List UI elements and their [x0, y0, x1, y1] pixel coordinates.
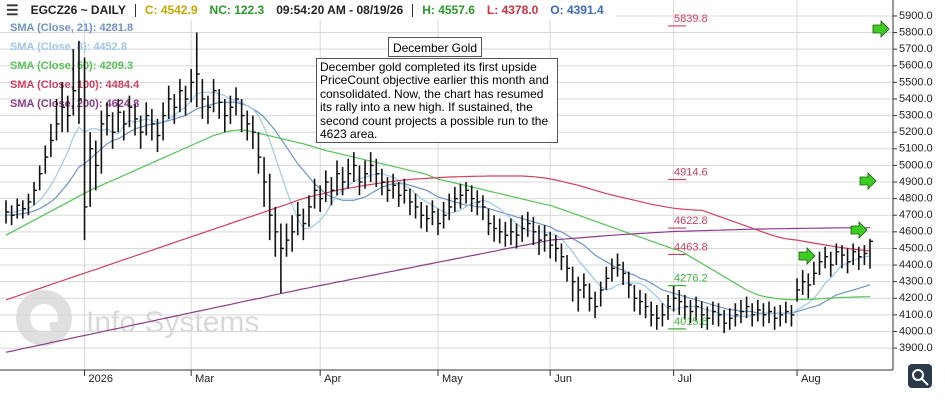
annotation-line: second count projects a possible run to … — [320, 113, 549, 128]
menu-icon: ☰ — [6, 1, 19, 18]
x-tick-label: Jul — [678, 373, 692, 385]
arrow-icon — [850, 221, 868, 239]
objective-label: 4276.2 — [674, 273, 708, 285]
y-tick-label: 5700.0 — [899, 43, 933, 55]
high: H: 4557.6 — [422, 3, 475, 17]
objective-label: 4622.8 — [674, 215, 708, 227]
annotation-line: consolidated. Now, the chart has resumed — [320, 86, 544, 101]
y-tick-label: 4800.0 — [899, 193, 933, 205]
annotation-line: 4623 area. — [320, 127, 378, 142]
open: O: 4391.4 — [550, 3, 604, 17]
legend-entry: SMA (Close, 100): 4484.4 — [10, 79, 140, 91]
y-tick-label: 4200.0 — [899, 292, 933, 304]
ma-line — [5, 227, 871, 353]
y-tick-label: 5900.0 — [899, 10, 933, 22]
ma-line — [5, 175, 871, 301]
watermark: Info Systems — [86, 306, 259, 339]
y-tick-label: 4000.0 — [899, 325, 933, 337]
y-tick-label: 4400.0 — [899, 259, 933, 271]
x-tick-label: Aug — [801, 373, 821, 385]
y-tick-label: 5500.0 — [899, 76, 933, 88]
low: L: 4378.0 — [486, 3, 539, 17]
objective-label: 4015.6 — [674, 316, 708, 328]
y-tick-label: 4700.0 — [899, 209, 933, 221]
x-tick-label: May — [442, 373, 463, 385]
net-change: NC: 122.3 — [209, 3, 265, 17]
annotation-line: PriceCount objective earlier this month … — [320, 73, 549, 88]
y-tick-label: 5400.0 — [899, 93, 933, 105]
objective-label: 4463.8 — [674, 241, 708, 253]
legend-entry: SMA (Close, 50): 4209.3 — [10, 60, 133, 72]
time: 09:54:20 AM - 08/19/26 — [276, 3, 404, 17]
y-tick-label: 4500.0 — [899, 242, 933, 254]
x-tick-label: Apr — [324, 373, 341, 385]
ma-line — [6, 101, 871, 314]
arrows — [798, 20, 890, 265]
annotation-line: December gold completed its first upside — [320, 60, 537, 74]
close: C: 4542.9 — [144, 3, 198, 17]
x-tick-label: 2026 — [89, 373, 113, 385]
plot: 3900.0 4000.0 4100.0 4200.0 4300.0 4400.0 4500… — [0, 0, 933, 385]
y-tick-label: 5800.0 — [899, 26, 933, 38]
qt-logo — [908, 364, 932, 388]
legend-entry: SMA (Close, 8): 4452.8 — [10, 41, 127, 53]
annotation-line: its rally into a new high. If sustained,… — [320, 100, 533, 115]
watermark-logo — [16, 290, 72, 346]
annotation: December gold completed its first upside… — [316, 58, 558, 143]
y-tick-label: 4100.0 — [899, 309, 933, 321]
separator — [134, 3, 136, 17]
y-tick-label: 4600.0 — [899, 226, 933, 238]
y-tick-label: 3900.0 — [899, 342, 933, 354]
legend-entry: SMA (Close, 21): 4281.8 — [10, 22, 133, 34]
y-tick-label: 5100.0 — [899, 143, 933, 155]
y-tick-label: 4300.0 — [899, 276, 933, 288]
objective-label: 5839.8 — [674, 13, 708, 25]
ma-line — [5, 129, 871, 301]
legend-entry: SMA (Close, 200): 4624.8 — [10, 98, 139, 110]
y-tick-label: 5000.0 — [899, 159, 933, 171]
y-tick-label: 5300.0 — [899, 109, 933, 121]
y-tick-label: 5600.0 — [899, 60, 933, 72]
symbol: EGCZ26 ~ DAILY — [30, 3, 126, 17]
x-tick-label: Mar — [195, 373, 214, 385]
objective-label: 4914.6 — [674, 166, 708, 178]
separator — [412, 3, 414, 17]
arrow-icon — [798, 247, 816, 265]
header: ☰ EGCZ26 ~ DAILY C: 4542.9 NC: 122.3 09:… — [0, 0, 616, 20]
y-tick-label: 4900.0 — [899, 176, 933, 188]
arrow-icon — [872, 20, 890, 38]
x-tick-label: Jun — [554, 373, 572, 385]
arrow-icon — [859, 172, 877, 190]
annotation-title: December Gold — [388, 37, 482, 57]
y-tick-label: 5200.0 — [899, 126, 933, 138]
